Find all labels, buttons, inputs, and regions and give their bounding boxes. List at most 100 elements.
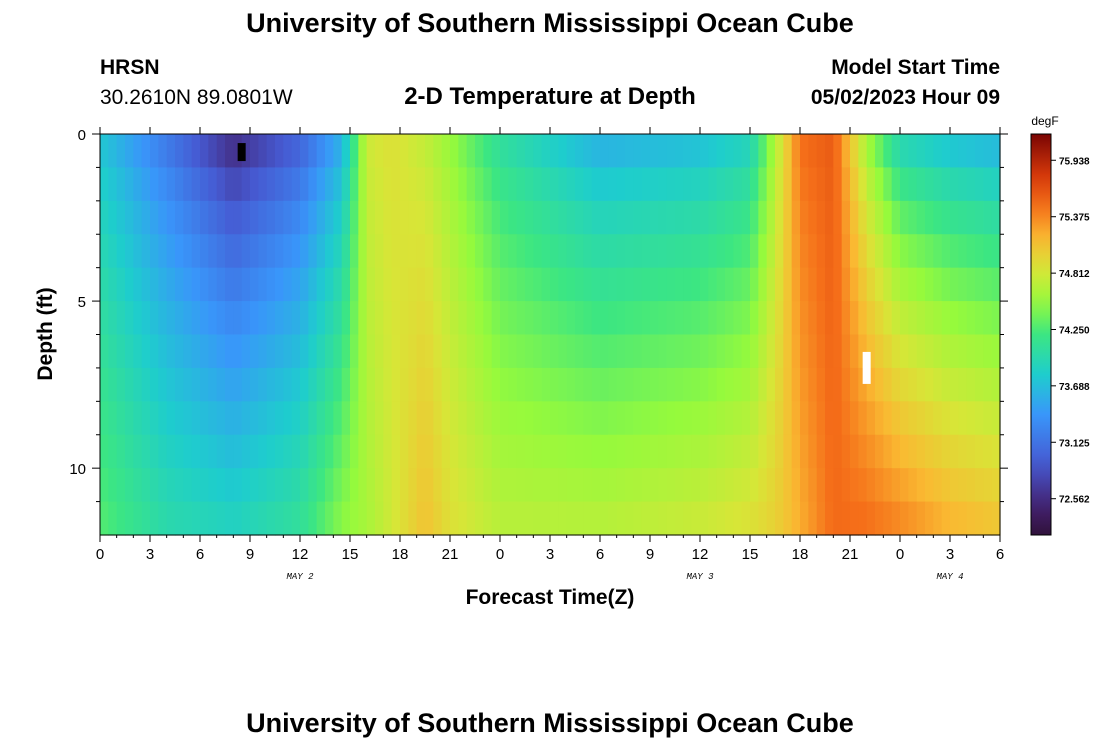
heatmap-cell (950, 167, 959, 202)
heatmap-cell (416, 434, 426, 469)
heatmap-cell (675, 334, 684, 369)
heatmap-cell (500, 234, 509, 269)
heatmap-cell (850, 134, 859, 169)
heatmap-cell (833, 200, 843, 235)
heatmap-cell (216, 200, 226, 235)
heatmap-cell (508, 267, 518, 302)
heatmap-cell (591, 134, 601, 169)
heatmap-cell (516, 301, 526, 336)
heatmap-cell (466, 434, 476, 469)
heatmap-cell (658, 167, 668, 202)
heatmap-cell (325, 501, 334, 536)
heatmap-cell (750, 501, 759, 536)
heatmap-cell (891, 134, 901, 169)
heatmap-cell (250, 468, 259, 503)
heatmap-cell (933, 200, 943, 235)
heatmap-cell (333, 267, 343, 302)
heatmap-cell (283, 501, 293, 536)
heatmap-cell (708, 434, 718, 469)
heatmap-cell (733, 401, 743, 436)
heatmap-cell (466, 134, 476, 169)
heatmap-cell (158, 367, 168, 402)
heatmap-cell (741, 167, 751, 202)
heatmap-cell (516, 434, 526, 469)
heatmap-cell (425, 267, 434, 302)
heatmap-cell (758, 134, 768, 169)
heatmap-cell (266, 468, 276, 503)
heatmap-cell (566, 334, 576, 369)
heatmap-cell (908, 468, 918, 503)
heatmap-cell (400, 334, 409, 369)
heatmap-cell (691, 267, 701, 302)
heatmap-cell (108, 334, 118, 369)
heatmap-cell (458, 367, 468, 402)
heatmap-cell (900, 267, 909, 302)
heatmap-cell (600, 134, 609, 169)
heatmap-cell (508, 234, 518, 269)
heatmap-cell (975, 334, 984, 369)
heatmap-cell (808, 367, 818, 402)
heatmap-cell (508, 134, 518, 169)
heatmap-cell (558, 501, 568, 536)
heatmap-cell (450, 401, 459, 436)
max-temperature-marker (862, 351, 871, 384)
heatmap-cell (291, 234, 301, 269)
heatmap-cell (941, 134, 951, 169)
heatmap-cell (250, 200, 259, 235)
heatmap-cell (575, 301, 584, 336)
heatmap-cell (600, 468, 609, 503)
heatmap-cell (100, 301, 109, 336)
heatmap-cell (425, 334, 434, 369)
heatmap-cell (591, 267, 601, 302)
heatmap-cell (666, 468, 676, 503)
heatmap-cell (316, 267, 326, 302)
heatmap-cell (333, 200, 343, 235)
heatmap-cell (241, 301, 251, 336)
heatmap-cell (491, 134, 501, 169)
heatmap-cell (141, 200, 151, 235)
heatmap-cell (458, 334, 468, 369)
heatmap-cell (908, 401, 918, 436)
heatmap-cell (633, 334, 643, 369)
heatmap-cell (833, 234, 843, 269)
heatmap-cell (725, 468, 734, 503)
heatmap-cell (941, 334, 951, 369)
heatmap-cell (250, 334, 259, 369)
heatmap-cell (616, 301, 626, 336)
heatmap-cell (100, 334, 109, 369)
heatmap-cell (325, 367, 334, 402)
heatmap-cell (266, 401, 276, 436)
heatmap-cell (233, 334, 243, 369)
heatmap-cell (700, 367, 709, 402)
heatmap-cell (916, 401, 926, 436)
heatmap-cell (441, 134, 451, 169)
heatmap-cell (958, 367, 968, 402)
heatmap-cell (558, 367, 568, 402)
heatmap-cell (683, 200, 693, 235)
heatmap-cell (300, 468, 309, 503)
heatmap-cell (716, 367, 726, 402)
heatmap-cell (733, 434, 743, 469)
heatmap-cell (241, 200, 251, 235)
heatmap-cell (941, 468, 951, 503)
heatmap-cell (183, 234, 193, 269)
heatmap-cell (883, 401, 893, 436)
heatmap-cell (825, 334, 834, 369)
heatmap-cell (391, 401, 401, 436)
heatmap-cell (716, 434, 726, 469)
heatmap-cell (408, 468, 418, 503)
heatmap-cell (600, 267, 609, 302)
heatmap-cell (233, 367, 243, 402)
heatmap-cell (891, 401, 901, 436)
heatmap-cell (733, 134, 743, 169)
x-tick-label: 6 (196, 546, 204, 563)
heatmap-cell (491, 334, 501, 369)
heatmap-cell (183, 167, 193, 202)
heatmap-cell (816, 468, 826, 503)
heatmap-cell (933, 501, 943, 536)
heatmap-cell (291, 267, 301, 302)
heatmap-cell (991, 468, 1001, 503)
heatmap-cell (933, 367, 943, 402)
heatmap-cell (900, 401, 909, 436)
heatmap-cell (141, 167, 151, 202)
